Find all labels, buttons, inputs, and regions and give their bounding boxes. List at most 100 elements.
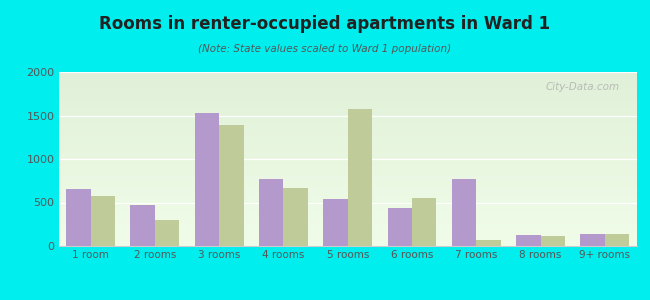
Bar bbox=[58, 100, 637, 101]
Bar bbox=[58, 151, 637, 152]
Bar bbox=[58, 143, 637, 144]
Bar bbox=[58, 239, 637, 240]
Bar bbox=[58, 150, 637, 151]
Bar bbox=[58, 215, 637, 216]
Bar bbox=[58, 122, 637, 123]
Bar bbox=[58, 214, 637, 215]
Bar bbox=[58, 152, 637, 153]
Bar bbox=[58, 176, 637, 177]
Bar bbox=[58, 91, 637, 92]
Bar bbox=[58, 86, 637, 87]
Bar bbox=[58, 101, 637, 102]
Bar bbox=[58, 202, 637, 203]
Bar bbox=[58, 162, 637, 163]
Bar bbox=[58, 170, 637, 171]
Bar bbox=[387, 208, 412, 246]
Bar bbox=[58, 178, 637, 179]
Bar bbox=[58, 92, 637, 93]
Bar bbox=[58, 189, 637, 190]
Bar bbox=[90, 196, 115, 246]
Bar bbox=[58, 218, 637, 219]
Bar bbox=[58, 153, 637, 154]
Bar bbox=[580, 234, 605, 246]
Bar bbox=[58, 206, 637, 207]
Bar bbox=[58, 157, 637, 158]
Bar bbox=[58, 211, 637, 212]
Bar bbox=[58, 88, 637, 89]
Bar bbox=[58, 94, 637, 95]
Bar bbox=[58, 73, 637, 74]
Bar bbox=[58, 219, 637, 220]
Bar bbox=[58, 177, 637, 178]
Bar bbox=[58, 72, 637, 73]
Bar bbox=[58, 180, 637, 181]
Bar bbox=[58, 171, 637, 172]
Bar bbox=[58, 158, 637, 159]
Bar bbox=[58, 110, 637, 111]
Bar bbox=[58, 181, 637, 182]
Bar bbox=[58, 161, 637, 162]
Bar bbox=[58, 96, 637, 97]
Bar bbox=[58, 230, 637, 231]
Bar bbox=[58, 192, 637, 193]
Bar bbox=[58, 146, 637, 147]
Bar bbox=[58, 149, 637, 150]
Bar bbox=[58, 198, 637, 199]
Bar bbox=[58, 78, 637, 79]
Bar bbox=[58, 216, 637, 217]
Bar bbox=[58, 244, 637, 245]
Bar bbox=[58, 99, 637, 100]
Bar bbox=[58, 175, 637, 176]
Bar bbox=[58, 89, 637, 90]
Bar bbox=[58, 95, 637, 96]
Bar bbox=[58, 194, 637, 195]
Bar bbox=[58, 111, 637, 112]
Bar bbox=[58, 217, 637, 218]
Bar bbox=[58, 202, 637, 203]
Bar bbox=[58, 142, 637, 143]
Bar bbox=[219, 124, 244, 246]
Bar bbox=[58, 145, 637, 146]
Bar bbox=[58, 191, 637, 192]
Bar bbox=[58, 134, 637, 135]
Bar bbox=[58, 113, 637, 114]
Bar bbox=[58, 82, 637, 83]
Bar bbox=[541, 236, 565, 246]
Bar bbox=[58, 135, 637, 136]
Bar bbox=[58, 169, 637, 170]
Bar bbox=[58, 120, 637, 121]
Bar bbox=[58, 196, 637, 197]
Bar bbox=[58, 82, 637, 83]
Bar bbox=[58, 241, 637, 242]
Bar bbox=[58, 147, 637, 148]
Bar bbox=[155, 220, 179, 246]
Bar bbox=[58, 106, 637, 107]
Bar bbox=[58, 103, 637, 104]
Bar bbox=[58, 226, 637, 227]
Bar bbox=[58, 164, 637, 165]
Bar bbox=[58, 234, 637, 235]
Bar bbox=[58, 76, 637, 77]
Bar bbox=[58, 107, 637, 108]
Bar bbox=[283, 188, 308, 246]
Bar bbox=[58, 137, 637, 138]
Bar bbox=[58, 90, 637, 91]
Bar bbox=[58, 187, 637, 188]
Bar bbox=[58, 114, 637, 115]
Bar bbox=[58, 169, 637, 170]
Bar bbox=[58, 119, 637, 120]
Bar bbox=[58, 227, 637, 228]
Bar bbox=[58, 172, 637, 173]
Bar bbox=[452, 178, 476, 246]
Bar bbox=[58, 141, 637, 142]
Bar bbox=[58, 163, 637, 164]
Bar bbox=[58, 93, 637, 94]
Text: Rooms in renter-occupied apartments in Ward 1: Rooms in renter-occupied apartments in W… bbox=[99, 15, 551, 33]
Bar bbox=[58, 144, 637, 145]
Bar bbox=[58, 148, 637, 149]
Bar bbox=[58, 130, 637, 131]
Bar bbox=[58, 109, 637, 110]
Bar bbox=[58, 232, 637, 233]
Bar bbox=[58, 84, 637, 85]
Bar bbox=[58, 228, 637, 229]
